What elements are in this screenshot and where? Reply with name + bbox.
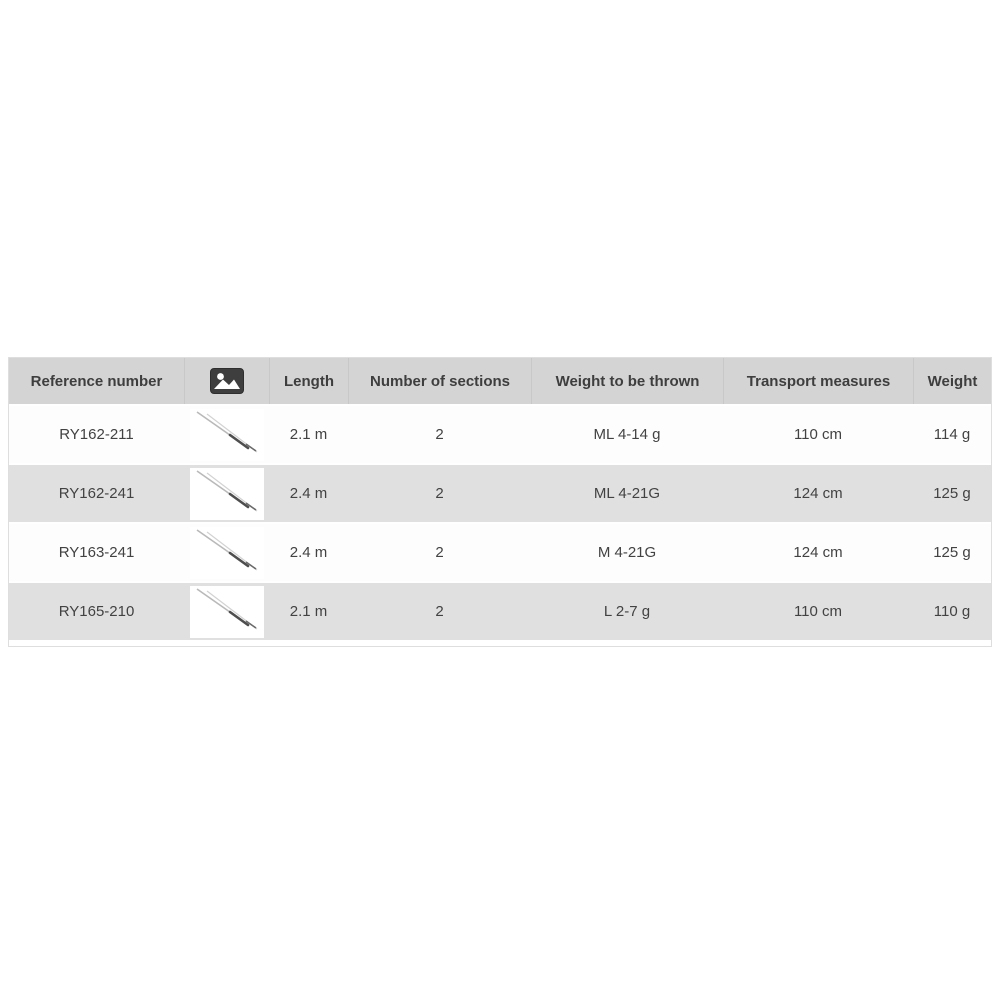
cell-transport-measures: 124 cm (793, 485, 843, 502)
column-header-transport-measures: Transport measures (723, 358, 913, 404)
cell-product-image (184, 465, 269, 522)
image-icon (210, 368, 244, 394)
cell-reference-number: RY162-211 (59, 426, 134, 443)
cell-reference-number: RY162-241 (58, 485, 135, 502)
cell-weight-to-be-thrown: ML 4-14 g (593, 426, 661, 443)
cell-number-of-sections: 2 (435, 426, 444, 443)
column-header-length: Length (269, 358, 348, 404)
cell-length: 2.1 m (289, 426, 328, 443)
fishing-rod-thumbnail (189, 526, 264, 579)
table-header-row: Reference number Length Number of sectio… (9, 358, 991, 406)
column-header-image (184, 358, 269, 404)
column-header-weight-to-be-thrown: Weight to be thrown (531, 358, 723, 404)
column-header-number-of-sections: Number of sections (348, 358, 531, 404)
table-row: RY162-241 2.4 m 2 ML 4-21G 124 cm 125 g (9, 465, 991, 524)
cell-weight-to-be-thrown: L 2-7 g (603, 603, 651, 620)
fishing-rod-thumbnail (189, 467, 264, 520)
column-header-reference-number: Reference number (30, 372, 163, 390)
product-spec-table: Reference number Length Number of sectio… (8, 357, 992, 647)
table-row: RY165-210 2.1 m 2 L 2-7 g 110 cm 110 g (9, 583, 991, 642)
cell-weight: 125 g (933, 544, 971, 561)
cell-product-image (184, 524, 269, 581)
cell-transport-measures: 110 cm (793, 603, 843, 620)
cell-product-image (184, 583, 269, 640)
cell-weight: 125 g (933, 485, 971, 502)
cell-product-image (184, 406, 269, 463)
cell-length: 2.4 m (289, 544, 328, 561)
cell-number-of-sections: 2 (435, 603, 444, 620)
cell-length: 2.4 m (289, 485, 328, 502)
table-row: RY163-241 2.4 m 2 M 4-21G 124 cm 125 g (9, 524, 991, 583)
cell-length: 2.1 m (289, 603, 328, 620)
cell-weight-to-be-thrown: ML 4-21G (593, 485, 661, 502)
cell-weight: 114 g (933, 426, 971, 443)
table-row: RY162-211 2.1 m 2 ML 4-14 g 110 cm 114 g (9, 406, 991, 465)
fishing-rod-thumbnail (189, 585, 264, 638)
cell-reference-number: RY163-241 (58, 544, 135, 561)
cell-transport-measures: 110 cm (793, 426, 843, 443)
cell-number-of-sections: 2 (435, 485, 444, 502)
cell-weight-to-be-thrown: M 4-21G (597, 544, 657, 561)
cell-reference-number: RY165-210 (58, 603, 135, 620)
cell-weight: 110 g (933, 603, 971, 620)
fishing-rod-thumbnail (189, 408, 264, 461)
cell-number-of-sections: 2 (435, 544, 444, 561)
column-header-weight: Weight (913, 358, 991, 404)
cell-transport-measures: 124 cm (793, 544, 843, 561)
